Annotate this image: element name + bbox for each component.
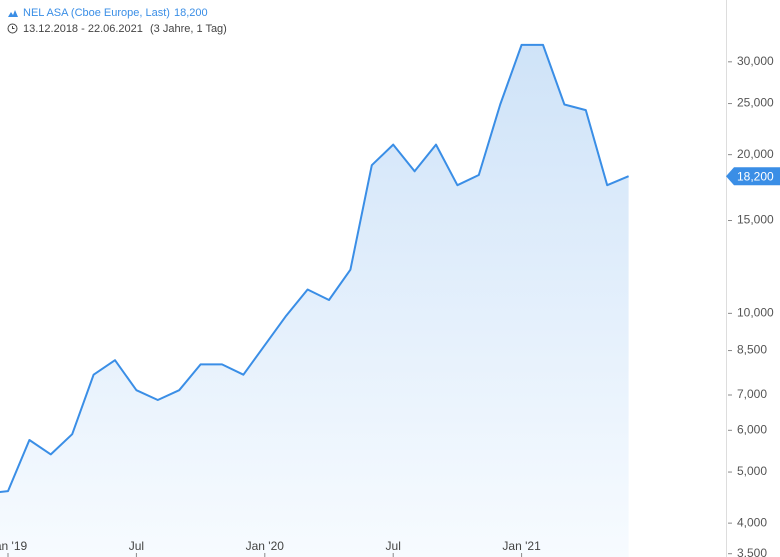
series-name: NEL ASA (Cboe Europe, Last) <box>23 7 170 19</box>
date-range: 13.12.2018 - 22.06.2021 <box>23 23 143 35</box>
y-tick-label: 10,000 <box>737 306 774 320</box>
period: (3 Jahre, 1 Tag) <box>150 23 227 35</box>
y-tick-label: 5,000 <box>737 464 767 478</box>
x-tick-label: Jan '21 <box>502 539 541 553</box>
y-tick-label: 4,000 <box>737 515 767 529</box>
y-tick-label: 6,000 <box>737 422 767 436</box>
last-price-tag <box>726 167 780 186</box>
plot-area <box>0 43 629 557</box>
legend: NEL ASA (Cboe Europe, Last) 18,200 13.12… <box>7 7 227 35</box>
x-tick-label: Jan '19 <box>0 539 27 553</box>
series-icon <box>8 10 18 17</box>
y-tick-label: 15,000 <box>737 213 774 227</box>
x-tick-label: Jul <box>129 539 144 553</box>
y-tick-label: 3,500 <box>737 546 767 557</box>
x-tick-label: Jul <box>386 539 401 553</box>
area <box>0 44 629 557</box>
clock-hand <box>12 26 15 29</box>
x-tick-label: Jan '20 <box>246 539 285 553</box>
y-tick-label: 25,000 <box>737 96 774 110</box>
y-tick-label: 20,000 <box>737 147 774 161</box>
price-line <box>0 43 629 494</box>
last-price-label: 18,200 <box>737 169 774 183</box>
last-value: 18,200 <box>174 7 208 19</box>
axes: 3,500 4,000 5,000 6,000 7,000 8,500 10,000 15,0… <box>0 54 780 557</box>
y-tick-label: 30,000 <box>737 54 774 68</box>
y-tick-label: 7,000 <box>737 387 767 401</box>
y-tick-label: 8,500 <box>737 343 767 357</box>
clock-icon <box>7 23 18 34</box>
